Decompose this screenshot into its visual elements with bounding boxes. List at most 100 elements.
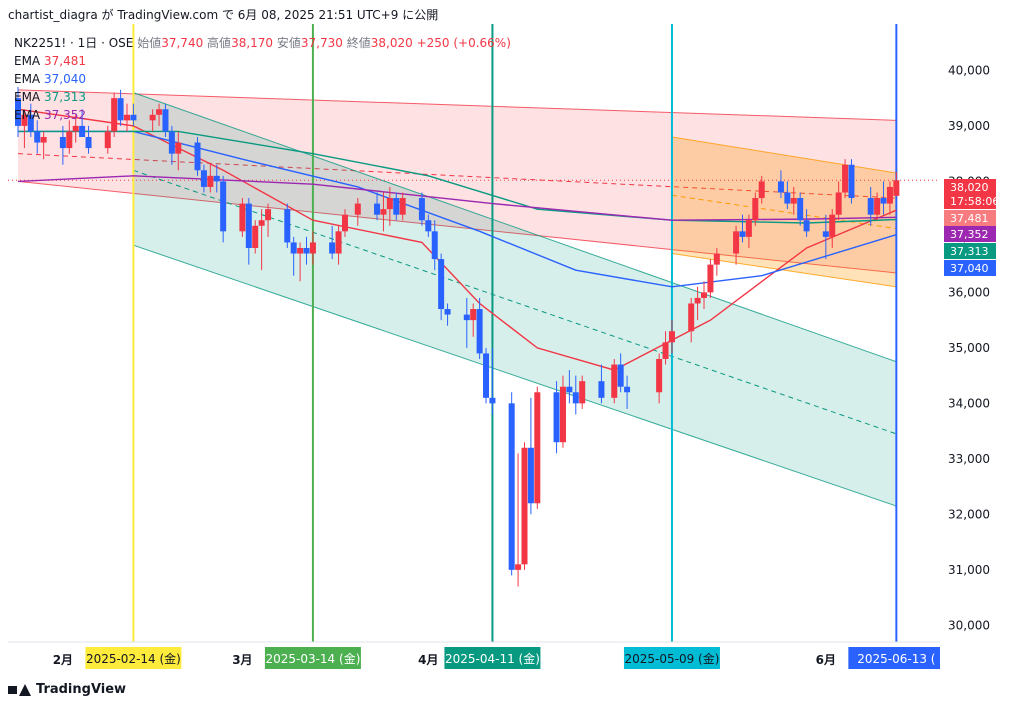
candle-body xyxy=(162,109,169,132)
candle xyxy=(425,214,432,237)
price-tag: 37,352 xyxy=(944,226,996,242)
candle xyxy=(848,159,855,204)
candle xyxy=(239,198,246,237)
candle-body xyxy=(483,353,490,398)
ema-line-3 xyxy=(18,130,897,224)
candle-body xyxy=(175,142,182,154)
x-month-label: 6月 xyxy=(816,653,836,667)
candle-body xyxy=(867,198,874,215)
marker-date-text: 2025-02-14 (金) xyxy=(86,651,181,666)
candle xyxy=(733,225,740,265)
candle xyxy=(476,297,483,359)
candle xyxy=(354,198,361,226)
candle xyxy=(265,203,272,237)
candle xyxy=(559,375,566,448)
candle xyxy=(297,242,304,282)
ema-label: EMA xyxy=(14,90,41,104)
candle-body xyxy=(85,136,92,149)
candle-body xyxy=(470,309,477,321)
candle xyxy=(104,125,111,154)
symbol-label[interactable]: NK2251! · 1日 · OSE xyxy=(14,36,134,50)
candle-body xyxy=(399,198,406,215)
candle-body xyxy=(239,203,246,232)
price-tag-bg xyxy=(944,226,996,242)
candle-body xyxy=(156,109,163,115)
candle-body xyxy=(598,381,605,398)
marker-date-bg xyxy=(623,647,720,669)
candle-body xyxy=(15,98,21,126)
candle-body xyxy=(527,447,534,504)
candle xyxy=(470,303,477,337)
candle xyxy=(168,125,175,165)
tradingview-footer[interactable]: TradingView xyxy=(8,682,126,697)
candle-body xyxy=(822,231,829,237)
price-tag: 37,040 xyxy=(944,260,996,276)
price-tag-bg xyxy=(944,243,996,259)
marker-date-bg xyxy=(264,647,361,669)
price-tag-bg xyxy=(944,210,996,226)
candle-body xyxy=(21,114,28,126)
candle-body xyxy=(104,131,111,149)
candle xyxy=(431,220,438,271)
close-value: 38,020 xyxy=(370,36,413,50)
candle xyxy=(553,381,560,454)
candle xyxy=(835,181,842,221)
candle-body xyxy=(130,114,137,121)
brand-name: TradingView xyxy=(36,682,127,697)
candle xyxy=(662,331,669,365)
candle-body xyxy=(880,198,887,204)
candle xyxy=(245,198,252,265)
candle-body xyxy=(123,114,130,121)
y-tick-label: 40,000 xyxy=(948,63,990,77)
candle xyxy=(21,109,28,149)
candle xyxy=(668,320,675,354)
candle-body xyxy=(739,231,746,237)
marker-date-text: 2025-03-14 (金) xyxy=(265,651,360,666)
candle xyxy=(380,192,387,232)
candle xyxy=(752,192,759,226)
candle-body xyxy=(463,314,470,321)
ema-row-3[interactable]: EMA 37,313 xyxy=(14,88,511,106)
channel-fill-1 xyxy=(18,89,897,273)
candle-body xyxy=(335,231,342,254)
candle-body xyxy=(34,131,41,143)
ema-row-1[interactable]: EMA 37,481 xyxy=(14,52,511,70)
y-tick-label: 39,000 xyxy=(948,119,990,133)
candle-body xyxy=(797,198,804,221)
price-tag-text: 37,040 xyxy=(950,262,989,275)
candle xyxy=(611,358,618,404)
candle-body xyxy=(149,114,156,121)
candle-body xyxy=(329,242,336,254)
ema-row-2[interactable]: EMA 37,040 xyxy=(14,70,511,88)
candle xyxy=(418,192,425,226)
marker-date-label: 2025-06-13 ( xyxy=(848,647,945,669)
candle xyxy=(758,175,765,204)
candle xyxy=(444,303,451,326)
candle xyxy=(149,109,156,132)
y-tick-label: 34,000 xyxy=(948,396,990,410)
candle xyxy=(111,92,118,137)
candle-body xyxy=(662,342,669,359)
candle-body xyxy=(380,209,387,215)
candle-body xyxy=(207,175,214,187)
candle-body xyxy=(572,392,579,404)
candle xyxy=(335,225,342,265)
ema-row-4[interactable]: EMA 37,352 xyxy=(14,106,511,124)
candle-body xyxy=(617,364,624,387)
x-month-label: 3月 xyxy=(232,653,252,667)
channel-mid-3 xyxy=(671,194,897,230)
candle xyxy=(213,164,220,193)
candle xyxy=(66,120,73,154)
candle xyxy=(290,236,297,276)
candle-body xyxy=(303,247,310,254)
price-tag-bg xyxy=(944,179,996,195)
candle xyxy=(784,181,791,210)
y-tick-label: 30,000 xyxy=(948,618,990,632)
candle-body xyxy=(374,203,381,215)
candle-body xyxy=(72,125,79,132)
y-tick-label: 33,000 xyxy=(948,452,990,466)
candle-body xyxy=(668,331,675,343)
candle-body xyxy=(40,136,47,143)
candle-body xyxy=(842,164,849,193)
